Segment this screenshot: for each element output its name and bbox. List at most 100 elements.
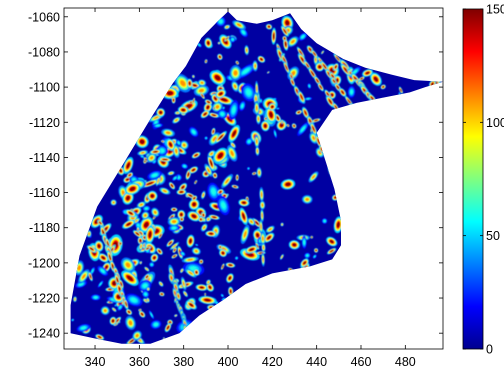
heatmap-cell bbox=[285, 20, 290, 26]
heatmap-cell bbox=[112, 281, 117, 286]
heatmap-cell bbox=[131, 297, 137, 303]
heatmap-cell bbox=[221, 247, 227, 251]
heatmap-cell bbox=[315, 57, 317, 62]
heatmap-cell bbox=[160, 293, 163, 295]
heatmap-cell bbox=[184, 292, 187, 295]
heatmap-cell bbox=[172, 226, 176, 230]
heatmap-cell bbox=[188, 271, 193, 275]
heatmap-cell bbox=[145, 158, 148, 161]
heatmap-cell bbox=[285, 182, 291, 186]
heatmap-cell bbox=[101, 256, 105, 260]
heatmap-cell bbox=[185, 104, 192, 109]
heatmap-cell bbox=[214, 96, 217, 101]
heatmap-cell bbox=[210, 160, 213, 166]
heatmap-cell bbox=[223, 107, 225, 109]
heatmap-cell bbox=[249, 248, 254, 251]
heatmap-cell bbox=[228, 264, 232, 266]
heatmap-cell bbox=[193, 197, 196, 200]
heatmap-cell bbox=[179, 191, 183, 193]
heatmap-cell bbox=[145, 268, 148, 270]
heatmap-cell bbox=[400, 89, 402, 92]
heatmap-cell bbox=[208, 285, 212, 289]
heatmap-cell bbox=[333, 79, 336, 83]
heatmap-cell bbox=[382, 86, 385, 88]
heatmap-cell bbox=[120, 282, 122, 286]
heatmap-cell bbox=[246, 252, 254, 257]
heatmap-cell bbox=[262, 236, 264, 241]
heatmap-cell bbox=[262, 246, 265, 250]
heatmap-cell bbox=[297, 111, 300, 114]
heatmap-cell bbox=[141, 155, 143, 158]
heatmap-cell bbox=[219, 246, 221, 248]
colorbar-ticks: 0 50 100 150 bbox=[463, 3, 504, 357]
heatmap-cell bbox=[194, 154, 198, 157]
heatmap-cell bbox=[202, 193, 205, 197]
heatmap-cell bbox=[312, 136, 316, 140]
heatmap-cell bbox=[210, 152, 213, 155]
heatmap-cell bbox=[181, 252, 184, 255]
heatmap-cell bbox=[192, 130, 196, 134]
heatmap-cell bbox=[319, 85, 322, 89]
heatmap-cell bbox=[187, 172, 190, 177]
heatmap-cell bbox=[242, 201, 246, 204]
heatmap-cell bbox=[232, 144, 234, 147]
heatmap-cell bbox=[182, 143, 186, 147]
heatmap-cell bbox=[195, 181, 197, 183]
heatmap-cell bbox=[314, 255, 316, 258]
heatmap-cell bbox=[301, 57, 304, 62]
heatmap-cell bbox=[256, 233, 260, 238]
heatmap-cell bbox=[144, 293, 147, 296]
heatmap-cell bbox=[173, 208, 176, 211]
heatmap-cell bbox=[200, 260, 202, 263]
heatmap-cell bbox=[126, 178, 129, 181]
heatmap-cell bbox=[221, 251, 225, 255]
heatmap-cell bbox=[173, 255, 176, 257]
heatmap-cell bbox=[181, 218, 183, 220]
heatmap-cell bbox=[200, 81, 204, 84]
heatmap-cell bbox=[188, 81, 191, 85]
heatmap-cell bbox=[172, 220, 177, 224]
heatmap-cell bbox=[241, 104, 244, 108]
heatmap-cell bbox=[207, 101, 210, 103]
heatmap-cell bbox=[219, 19, 223, 24]
heatmap-cell bbox=[72, 319, 74, 321]
heatmap-cell bbox=[261, 213, 263, 218]
heatmap-cell bbox=[265, 117, 267, 120]
heatmap-cell bbox=[139, 309, 141, 311]
heatmap-cell bbox=[215, 75, 221, 81]
heatmap-cell bbox=[290, 75, 293, 79]
heatmap-cell bbox=[216, 302, 218, 304]
heatmap-cell bbox=[326, 92, 329, 96]
heatmap-cell bbox=[140, 151, 145, 154]
heatmap-cell bbox=[365, 71, 370, 75]
heatmap-cell bbox=[260, 224, 262, 230]
heatmap-cell bbox=[205, 137, 207, 139]
heatmap-cell bbox=[228, 276, 232, 280]
heatmap-cell bbox=[140, 139, 145, 144]
heatmap-cell bbox=[192, 202, 196, 207]
heatmap-cell bbox=[283, 37, 286, 40]
heatmap-cell bbox=[193, 99, 195, 102]
heatmap-cell bbox=[323, 64, 327, 69]
heatmap-cell bbox=[261, 203, 264, 207]
heatmap-cell bbox=[140, 262, 142, 264]
heatmap-cell bbox=[258, 170, 261, 175]
y-tick-label: -1140 bbox=[29, 151, 60, 165]
heatmap-cell bbox=[200, 218, 202, 221]
heatmap-cell bbox=[119, 169, 122, 173]
heatmap-cell bbox=[148, 231, 152, 238]
x-tick-label: 460 bbox=[351, 355, 372, 369]
heatmap-cell bbox=[189, 303, 194, 307]
heatmap-cell bbox=[370, 96, 374, 100]
heatmap-cell bbox=[285, 65, 288, 70]
heatmap-cell bbox=[207, 41, 210, 45]
heatmap-cell bbox=[128, 311, 130, 313]
heatmap-cell bbox=[221, 202, 226, 209]
heatmap-cell bbox=[213, 107, 215, 109]
heatmap-cell bbox=[175, 119, 178, 122]
heatmap-cell bbox=[256, 149, 259, 153]
heatmap-cell bbox=[180, 80, 186, 87]
heatmap-cell bbox=[145, 207, 148, 210]
heatmap-cell bbox=[175, 285, 177, 290]
heatmap-cell bbox=[192, 168, 195, 172]
